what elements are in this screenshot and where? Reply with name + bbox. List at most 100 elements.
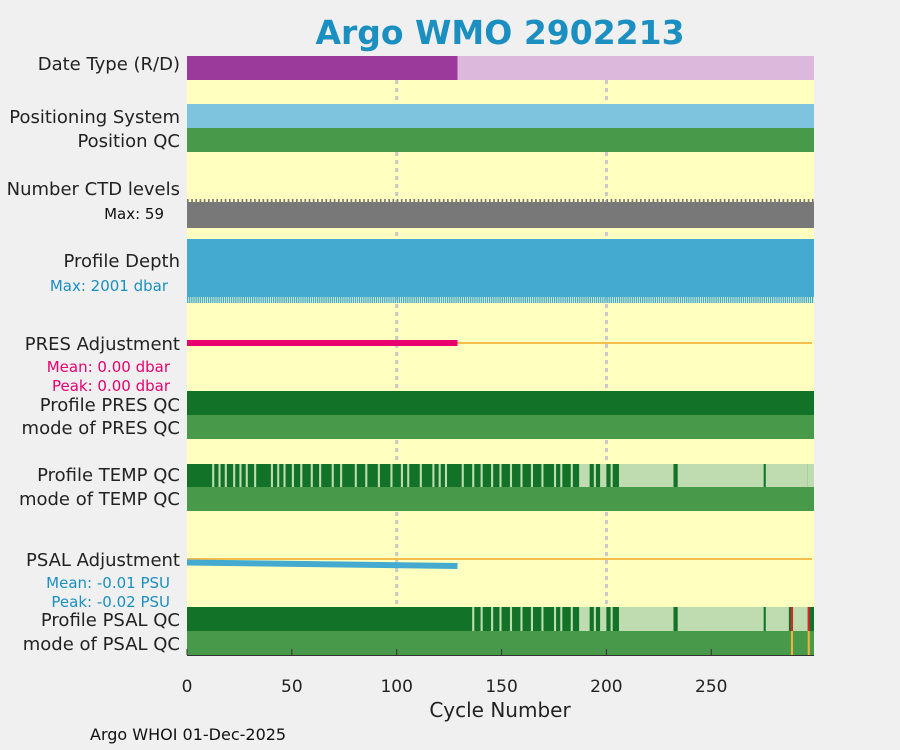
profile-depth-cycle: [268, 297, 271, 303]
profile-temp-qc-cycle: [377, 464, 380, 487]
ctd-levels-cycle: [367, 199, 370, 202]
ctd-levels-cycle: [388, 199, 390, 202]
profile-depth-cycle: [707, 297, 709, 303]
profile-depth-cycle: [719, 297, 721, 303]
profile-temp-qc-cycle: [233, 464, 236, 487]
profile-depth-cycle: [505, 297, 508, 303]
ctd-levels-cycle: [270, 199, 273, 202]
profile-depth-cycle: [463, 297, 466, 303]
ctd-levels-cycle: [493, 199, 495, 202]
profile-temp-qc-cycle: [407, 464, 410, 487]
profile-depth-cycle: [241, 297, 243, 303]
profile-depth-cycle: [400, 297, 403, 303]
ctd-levels-cycle: [639, 199, 642, 202]
profile-depth-cycle: [298, 297, 300, 303]
profile-depth-cycle: [430, 297, 432, 303]
profile-depth-cycle: [270, 297, 273, 303]
profile-depth-cycle: [356, 297, 359, 303]
profile-depth-cycle: [717, 297, 719, 303]
profile-depth-cycle: [755, 297, 757, 303]
profile-depth-cycle: [344, 297, 346, 303]
profile-temp-qc-cycle: [579, 464, 590, 487]
profile-depth-cycle: [748, 297, 751, 303]
profile-depth-cycle: [277, 297, 279, 303]
profile-depth-cycle: [470, 297, 472, 303]
ctd-levels-cycle: [723, 199, 726, 202]
ctd-levels-bar: [187, 202, 814, 228]
profile-temp-qc-cycle: [283, 464, 286, 487]
profile-temp-qc-cycle: [291, 464, 294, 487]
profile-depth-cycle: [272, 297, 275, 303]
profile-depth-cycle: [591, 297, 594, 303]
ctd-levels-cycle: [258, 199, 260, 202]
pres-peak-label: Peak: 0.00 dbar: [52, 377, 171, 395]
profile-depth-cycle: [776, 297, 778, 303]
ctd-levels-cycle: [748, 199, 751, 202]
profile-psal-qc-cycle: [618, 607, 674, 631]
ctd-levels-cycle: [296, 199, 298, 202]
plot-background: [187, 56, 814, 655]
profile-psal-qc-cycle: [472, 607, 475, 631]
profile-depth-cycle: [476, 297, 478, 303]
profile-depth-cycle: [811, 297, 814, 303]
profile-depth-cycle: [585, 297, 587, 303]
pres-mean-label: Mean: 0.00 dbar: [47, 358, 171, 376]
ctd-levels-cycle: [790, 199, 793, 202]
profile-depth-cycle: [690, 297, 692, 303]
profile-depth-cycle: [289, 297, 292, 303]
profile-depth-cycle: [231, 297, 233, 303]
profile-psal-qc-cycle: [520, 607, 523, 631]
profile-depth-cycle: [363, 297, 365, 303]
profile-temp-qc-cycle: [520, 464, 523, 487]
profile-temp-qc-cycle: [212, 464, 215, 487]
profile-depth-cycle: [421, 297, 424, 303]
profile-depth-cycle: [323, 297, 325, 303]
ctd-levels-cycle: [761, 199, 764, 202]
profile-temp-qc-cycle: [224, 464, 227, 487]
profile-depth-cycle: [809, 297, 812, 303]
ctd-levels-cycle: [434, 199, 437, 202]
profile-temp-qc-cycle: [499, 464, 502, 487]
profile-depth-cycle: [608, 297, 610, 303]
profile-depth-cycle: [704, 297, 707, 303]
real-time-bar: [187, 56, 458, 80]
profile-depth-cycle: [197, 297, 199, 303]
profile-pres-qc-bar: [187, 391, 814, 415]
ctd-levels-cycle: [585, 199, 588, 202]
profile-temp-qc-cycle: [254, 464, 257, 487]
profile-depth-cycle: [438, 297, 441, 303]
profile-depth-cycle: [646, 297, 648, 303]
ctd-levels-cycle: [472, 199, 474, 202]
ctd-levels-cycle: [509, 199, 512, 202]
profile-depth-cycle: [237, 297, 239, 303]
ctd-levels-cycle: [744, 199, 747, 202]
x-axis-label: Cycle Number: [429, 698, 571, 722]
profile-depth-cycle: [377, 297, 380, 303]
profile-depth-cycle: [189, 297, 191, 303]
profile-psal-qc-cycle: [677, 607, 764, 631]
ctd-levels-cycle: [572, 199, 575, 202]
profile-depth-cycle: [589, 297, 591, 303]
profile-depth-cycle: [797, 297, 799, 303]
ctd-levels-cycle: [312, 199, 315, 202]
profile-depth-cycle: [744, 297, 747, 303]
profile-depth-cycle: [266, 297, 269, 303]
profile-temp-qc-cycle: [365, 464, 368, 487]
profile-depth-cycle: [711, 297, 713, 303]
profile-depth-cycle: [587, 297, 589, 303]
ctd-levels-cycle: [216, 199, 219, 202]
profile-depth-cycle: [751, 297, 753, 303]
depth-max-label: Max: 2001 dbar: [50, 277, 169, 295]
profile-psal-qc-cycle: [610, 607, 613, 631]
profile-depth-cycle: [507, 297, 510, 303]
profile-depth-cycle: [493, 297, 495, 303]
profile-temp-qc-cycle: [593, 464, 596, 487]
profile-depth-cycle: [524, 297, 526, 303]
profile-depth-cycle: [275, 297, 277, 303]
profile-depth-cycle: [763, 297, 766, 303]
ctd-levels-cycle: [283, 199, 286, 202]
profile-depth-cycle: [467, 297, 470, 303]
profile-depth-cycle: [444, 297, 447, 303]
ctd-levels-cycle: [635, 199, 638, 202]
profile-temp-qc-cycle: [491, 464, 494, 487]
